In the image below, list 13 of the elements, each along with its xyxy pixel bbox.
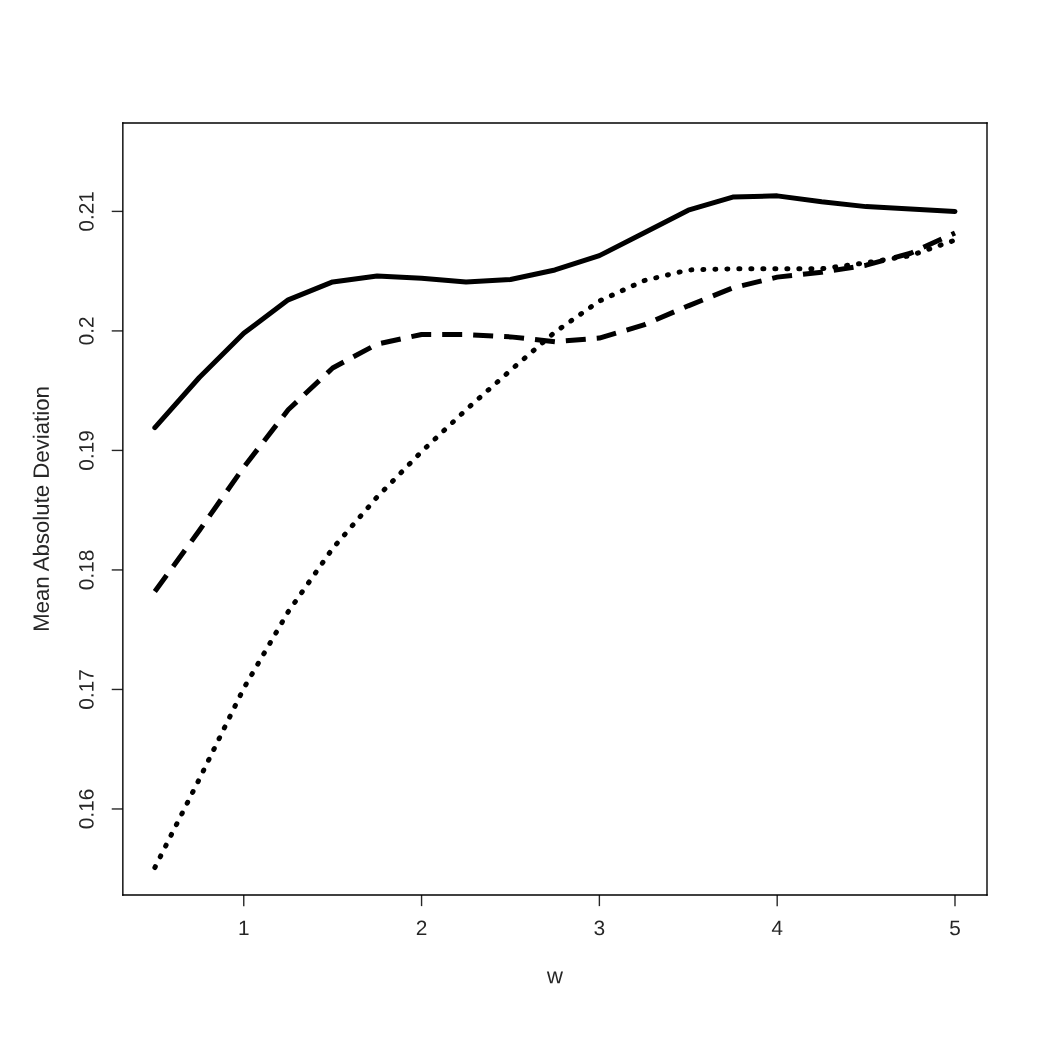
y-tick-label: 0.21	[78, 192, 94, 231]
x-tick-label: 2	[416, 920, 427, 936]
x-tick-label: 1	[239, 920, 249, 936]
y-axis-title: Mean Absolute Deviation	[32, 387, 50, 631]
y-tick-label: 0.17	[78, 670, 94, 709]
x-tick-label: 3	[594, 920, 605, 936]
y-tick-label: 0.16	[78, 789, 94, 829]
y-tick-label: 0.18	[78, 550, 94, 590]
y-tick-label: 0.19	[78, 431, 94, 470]
x-tick-label: 5	[950, 920, 960, 936]
x-tick-label: 4	[771, 920, 783, 936]
x-axis-title: w	[546, 971, 563, 984]
y-tick-label: 0.2	[78, 317, 94, 345]
